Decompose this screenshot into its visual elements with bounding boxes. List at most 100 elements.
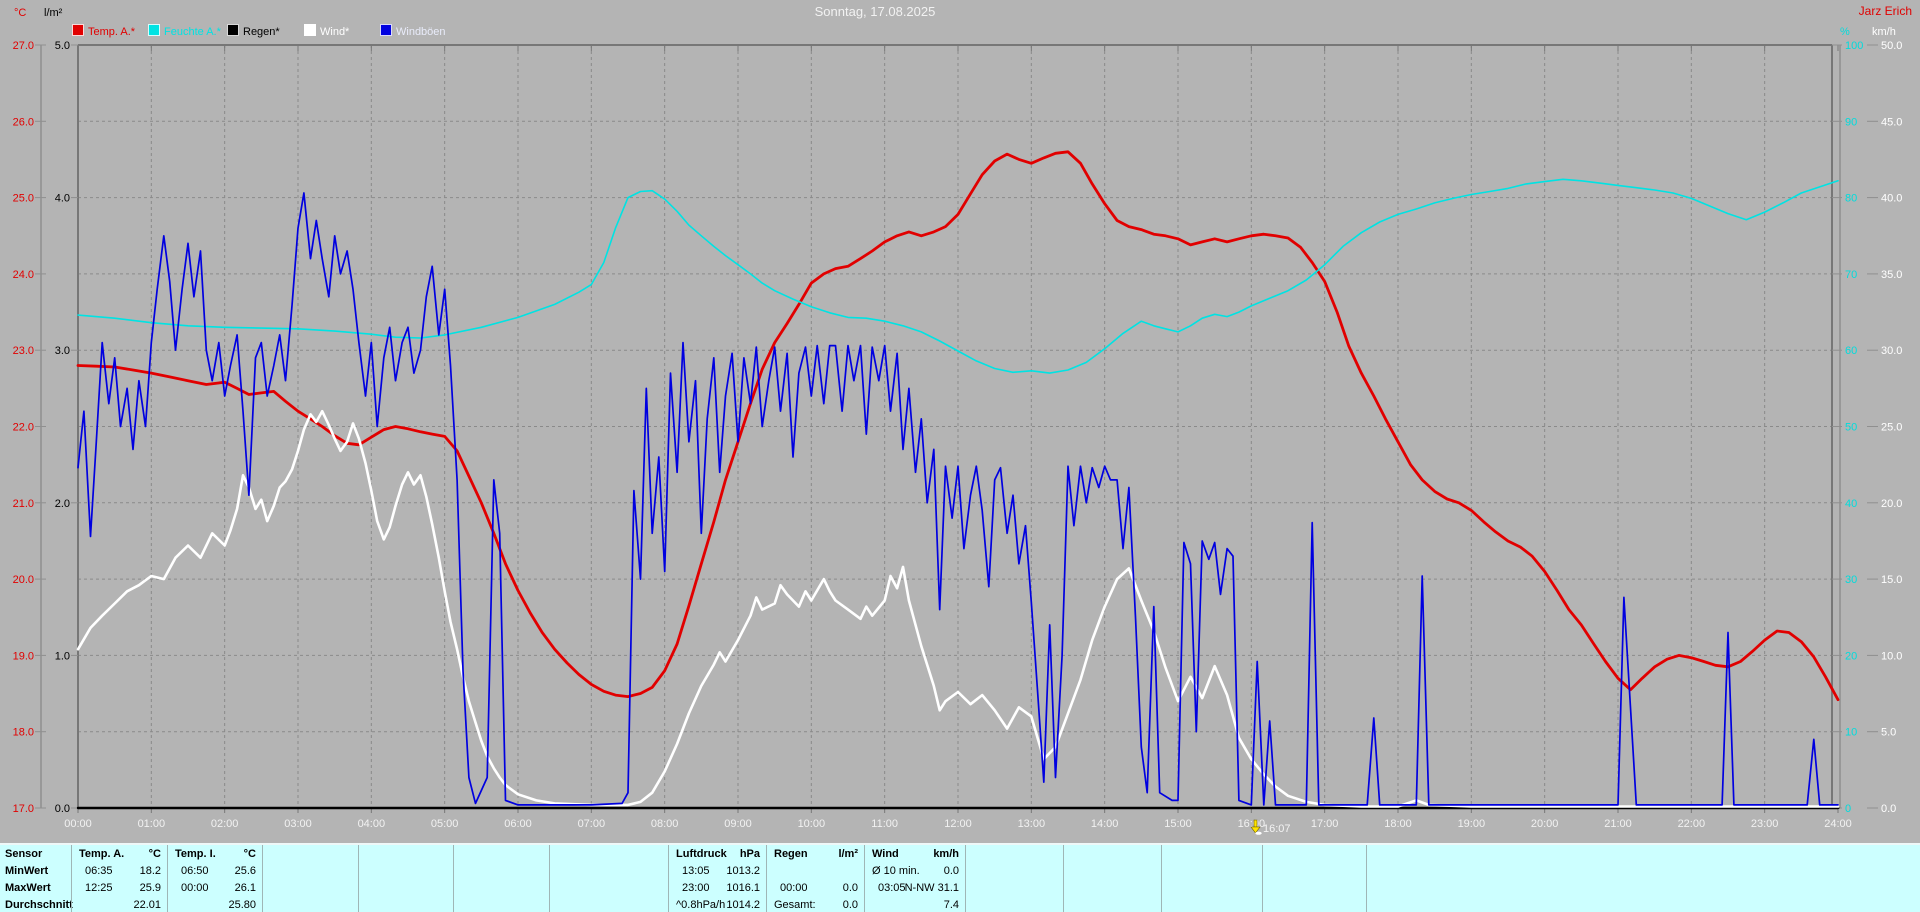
wind-tick-label: 10.0 (1881, 650, 1902, 662)
legend-item: Feuchte A.* (148, 24, 221, 38)
x-tick-label: 18:00 (1384, 818, 1412, 830)
wind-tick-label: 15.0 (1881, 574, 1902, 586)
table-column-separator (668, 845, 669, 912)
humidity-tick-label: 40 (1845, 498, 1857, 510)
wind-tick-label: 25.0 (1881, 422, 1902, 434)
table-column-separator (766, 845, 767, 912)
humidity-tick-label: 10 (1845, 727, 1857, 739)
x-tick-label: 04:00 (358, 818, 386, 830)
x-tick-label: 14:00 (1091, 818, 1119, 830)
col-header: Regen (774, 848, 808, 860)
col-unit: °C (243, 848, 256, 860)
table-column-separator (71, 845, 72, 912)
max-time: 03:05 (878, 882, 906, 894)
legend-item: Temp. A.* (72, 24, 136, 38)
x-tick-label: 09:00 (724, 818, 752, 830)
table-column-separator (1161, 845, 1162, 912)
sunset-arrow-icon (1250, 819, 1262, 835)
table-row-label: MinWert (5, 865, 49, 877)
x-tick-label: 21:00 (1604, 818, 1632, 830)
rain-tick-label: 5.0 (55, 40, 70, 52)
legend-item: Regen* (227, 24, 280, 38)
table-row-label: MaxWert (5, 882, 51, 894)
min-value: 18.2 (139, 865, 161, 877)
rain-tick-label: 3.0 (55, 345, 70, 357)
max-time: 23:00 (682, 882, 710, 894)
max-value: 0.0 (842, 882, 858, 894)
x-tick-label: 00:00 (64, 818, 92, 830)
x-tick-label: 11:00 (871, 818, 898, 830)
wind-tick-label: 30.0 (1881, 345, 1902, 357)
col-header: Temp. A. (79, 848, 125, 860)
temp-tick-label: 22.0 (13, 422, 34, 434)
x-tick-label: 23:00 (1751, 818, 1779, 830)
min-time: 13:05 (682, 865, 710, 877)
left-axis-unit-temp: °C (14, 7, 27, 19)
x-tick-label: 10:00 (798, 818, 826, 830)
legend-swatch-icon (380, 24, 392, 36)
current-label: Ø 10 min. (872, 865, 920, 877)
sunset-time-marker: 16:07 (1249, 819, 1291, 837)
table-col-rain: Regen l/m² 00:00 0.0 Gesamt: 0.0 (766, 845, 864, 912)
wind-tick-label: 45.0 (1881, 116, 1902, 128)
rain-tick-label: 1.0 (55, 650, 70, 662)
total-label: Gesamt: (774, 899, 816, 911)
table-col-wind: Wind km/h Ø 10 min. 0.0 03:05 N-NW 31.1 7.4 (864, 845, 965, 912)
table-column-separator (549, 845, 550, 912)
table-col-pressure: Luftdruck hPa 13:05 1013.2 23:00 1016.1 ^0.… (668, 845, 766, 912)
x-tick-label: 03:00 (284, 818, 312, 830)
temp-tick-label: 24.0 (13, 269, 34, 281)
legend-label: Windböen (396, 26, 446, 38)
temp-tick-label: 21.0 (13, 498, 34, 510)
col-header: Wind (872, 848, 899, 860)
min-value: 1013.2 (726, 865, 760, 877)
legend-label: Temp. A.* (88, 26, 136, 38)
table-col-temp-i: Temp. I. °C 06:50 25.6 00:00 26.1 25.80 (167, 845, 262, 912)
series-temp_a (76, 150, 1840, 702)
x-tick-label: 07:00 (578, 818, 606, 830)
max-value: 26.1 (234, 882, 256, 894)
wind-tick-label: 35.0 (1881, 269, 1902, 281)
legend-swatch-icon (148, 24, 160, 36)
temp-tick-label: 23.0 (13, 345, 34, 357)
avg-value: 22.01 (133, 899, 161, 911)
col-unit: l/m² (838, 848, 858, 860)
series-humidity_a (77, 178, 1839, 374)
wind-tick-label: 20.0 (1881, 498, 1902, 510)
x-tick-label: 24:00 (1824, 818, 1852, 830)
temp-tick-label: 20.0 (13, 574, 34, 586)
temp-tick-label: 26.0 (13, 116, 34, 128)
humidity-tick-label: 60 (1845, 345, 1857, 357)
left-axis-unit-rain: l/m² (44, 7, 63, 19)
table-column-separator (864, 845, 865, 912)
x-tick-label: 13:00 (1018, 818, 1046, 830)
avg-trend: ^0.8hPa/h (676, 899, 726, 911)
col-header: Temp. I. (175, 848, 216, 860)
x-tick-label: 17:00 (1311, 818, 1339, 830)
rain-tick-label: 4.0 (55, 193, 70, 205)
humidity-tick-label: 70 (1845, 269, 1857, 281)
table-column-separator (358, 845, 359, 912)
legend-label: Feuchte A.* (164, 26, 221, 38)
avg-value: 25.80 (228, 899, 256, 911)
table-row-label: Sensor (5, 848, 43, 860)
x-tick-label: 12:00 (944, 818, 972, 830)
chart-canvas: 27.0 26.0 25.0 24.0 23.0 22.0 21.0 20.0 19.0 18.0… (13, 40, 1903, 830)
stats-table: Sensor MinWert MaxWert Durchschnitt Temp… (0, 843, 1920, 912)
min-value: 25.6 (234, 865, 256, 877)
avg-value: 7.4 (943, 899, 959, 911)
wind-tick-label: 5.0 (1881, 727, 1896, 739)
table-column-separator (965, 845, 966, 912)
temp-tick-label: 25.0 (13, 193, 34, 205)
table-column-separator (1262, 845, 1263, 912)
table-column-separator (167, 845, 168, 912)
table-row-label: Durchschnitt (5, 899, 73, 911)
temp-tick-label: 27.0 (13, 40, 34, 52)
x-tick-label: 15:00 (1164, 818, 1192, 830)
humidity-tick-label: 0 (1845, 803, 1851, 815)
min-time: 06:35 (85, 865, 113, 877)
table-column-separator (1366, 845, 1367, 912)
temp-tick-label: 17.0 (13, 803, 34, 815)
x-tick-label: 22:00 (1678, 818, 1706, 830)
